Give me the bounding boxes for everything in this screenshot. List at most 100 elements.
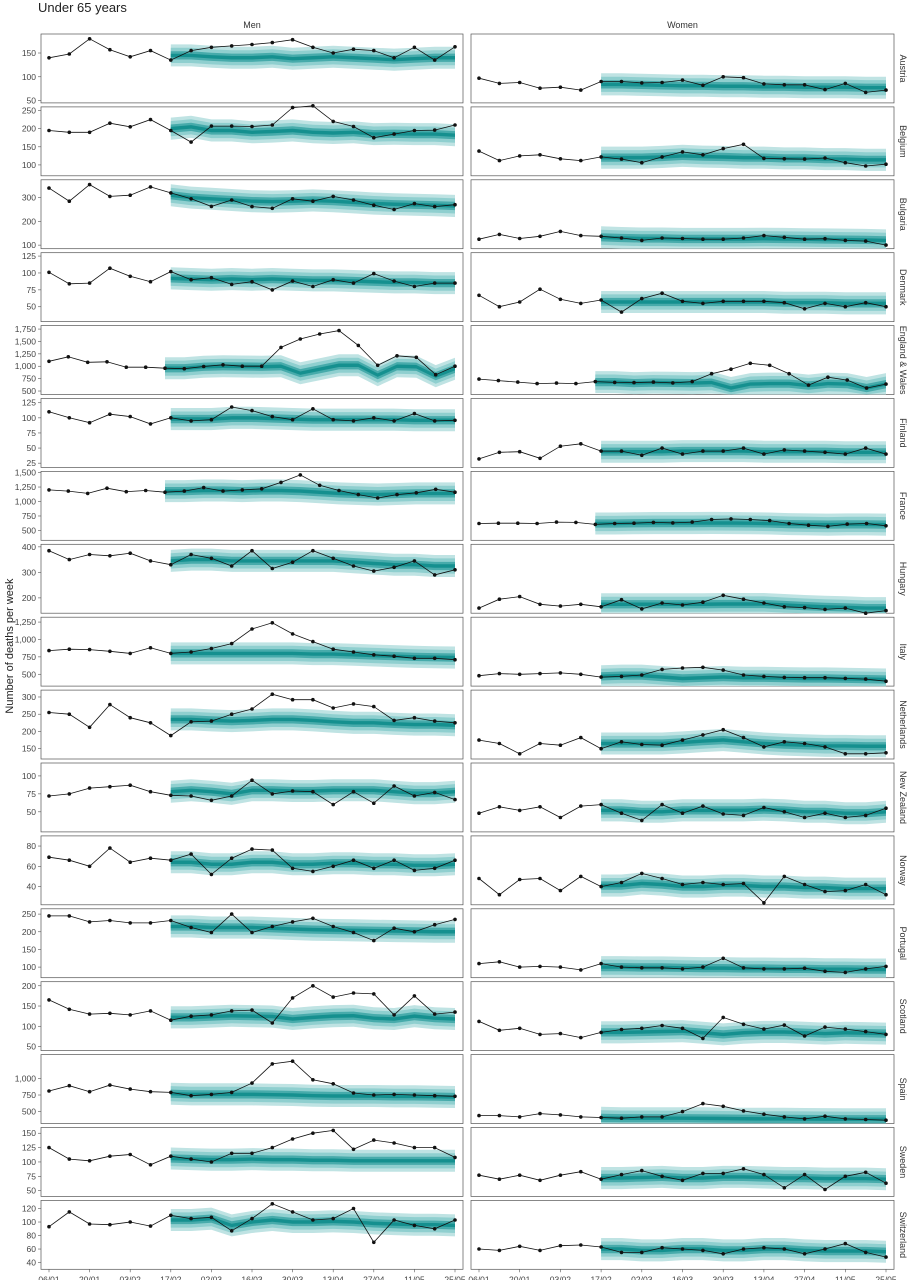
- observed-point: [701, 600, 705, 604]
- observed-point: [741, 236, 746, 240]
- observed-point: [721, 882, 725, 887]
- observed-point: [392, 419, 396, 423]
- observed-point: [453, 797, 457, 802]
- observed-point: [721, 237, 725, 241]
- observed-point: [538, 1032, 542, 1037]
- observed-point: [701, 237, 705, 241]
- observed-point: [660, 743, 664, 747]
- y-tick-label: 1,000: [15, 497, 37, 507]
- observed-point: [311, 916, 315, 921]
- observed-point: [477, 521, 481, 526]
- observed-point: [558, 1031, 563, 1036]
- observed-point: [823, 87, 827, 92]
- observed-point: [331, 1128, 336, 1133]
- observed-point: [279, 480, 283, 485]
- observed-point: [67, 557, 72, 562]
- y-tick-label: 250: [22, 909, 36, 919]
- observed-point: [290, 789, 295, 793]
- observed-point: [331, 864, 336, 869]
- observed-point: [863, 239, 868, 243]
- observed-point: [87, 37, 92, 41]
- observed-point: [516, 380, 520, 384]
- observed-point: [884, 608, 888, 613]
- observed-point: [128, 651, 132, 656]
- y-tick-label: 50: [27, 1042, 37, 1052]
- observed-point: [709, 517, 714, 522]
- observed-point: [660, 876, 664, 881]
- observed-point: [453, 1010, 457, 1014]
- observed-point: [741, 813, 746, 818]
- observed-point: [87, 864, 92, 869]
- observed-point: [67, 647, 72, 651]
- observed-point: [128, 1087, 132, 1091]
- observed-point: [554, 520, 559, 524]
- observed-point: [477, 237, 481, 241]
- observed-point: [124, 365, 129, 370]
- y-tick-label: 100: [22, 72, 36, 82]
- prediction-band: [170, 555, 456, 571]
- observed-point: [270, 924, 275, 929]
- observed-point: [87, 130, 92, 135]
- observed-point: [433, 487, 438, 492]
- observed-point: [782, 235, 787, 240]
- x-tick-label: 03/02: [550, 1274, 572, 1280]
- observed-point: [412, 1223, 417, 1228]
- observed-point: [229, 405, 234, 409]
- observed-point: [782, 1247, 787, 1251]
- y-tick-label: 50: [27, 443, 37, 453]
- observed-point: [782, 740, 787, 744]
- observed-point: [67, 416, 72, 420]
- observed-point: [67, 1007, 72, 1012]
- observed-point: [619, 1116, 624, 1120]
- prediction-band: [601, 154, 886, 162]
- observed-point: [331, 995, 336, 999]
- observed-point: [209, 1215, 214, 1220]
- observed-point: [640, 296, 644, 301]
- observed-point: [579, 672, 583, 677]
- observed-point: [169, 1213, 173, 1218]
- y-tick-label: 250: [22, 106, 36, 116]
- observed-point: [270, 206, 275, 211]
- observed-point: [148, 1163, 153, 1167]
- observed-point: [453, 1094, 457, 1099]
- y-tick-label: 80: [27, 1231, 37, 1241]
- observed-point: [558, 1173, 563, 1177]
- observed-point: [351, 1206, 356, 1211]
- observed-point: [250, 124, 254, 129]
- observed-point: [311, 639, 315, 644]
- x-tick-label: 11/05: [835, 1274, 856, 1280]
- observed-point: [108, 412, 112, 417]
- observed-point: [163, 366, 167, 371]
- observed-point: [619, 965, 624, 969]
- y-tick-label: 1,500: [15, 336, 37, 346]
- observed-point: [453, 45, 457, 49]
- y-tick-label: 100: [22, 413, 36, 423]
- y-tick-label: 300: [22, 193, 36, 203]
- observed-point: [169, 918, 173, 923]
- observed-point: [538, 1248, 542, 1253]
- observed-point: [351, 930, 356, 935]
- observed-point: [412, 411, 417, 416]
- observed-point: [337, 488, 341, 493]
- observed-point: [477, 1247, 481, 1251]
- observed-point: [392, 784, 396, 788]
- observed-point: [579, 1169, 583, 1174]
- observed-point: [782, 1186, 787, 1190]
- observed-point: [331, 647, 336, 651]
- observed-point: [229, 1151, 234, 1156]
- observed-point: [701, 733, 705, 737]
- observed-point: [331, 51, 336, 55]
- observed-point: [823, 1114, 827, 1118]
- observed-point: [863, 752, 868, 756]
- observed-point: [741, 299, 746, 304]
- y-tick-label: 25: [27, 458, 37, 468]
- observed-point: [640, 966, 644, 970]
- observed-point: [477, 961, 481, 966]
- column-header: Women: [667, 20, 698, 30]
- observed-point: [843, 676, 848, 681]
- observed-point: [558, 229, 563, 234]
- observed-point: [372, 1240, 376, 1245]
- observed-point: [250, 204, 254, 209]
- observed-point: [843, 81, 848, 86]
- observed-point: [143, 488, 148, 493]
